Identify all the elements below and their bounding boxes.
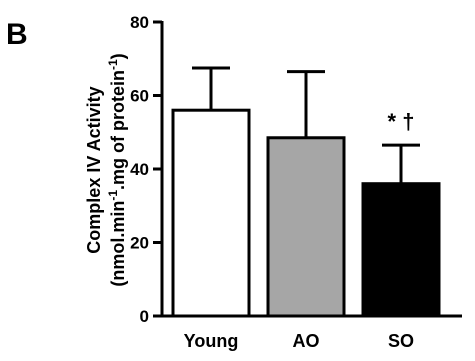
bar-ao xyxy=(266,136,346,318)
y-tick-label: 40 xyxy=(130,160,149,179)
x-tick-label: Young xyxy=(184,331,239,351)
y-tick-label: 20 xyxy=(130,234,149,253)
x-tick-labels: Young AO SO xyxy=(184,331,414,351)
y-axis-unit-part-5: ) xyxy=(108,53,128,59)
significance-label: * † xyxy=(388,109,415,134)
y-axis-title: Complex IV Activity (nmol.min-1.mg of pr… xyxy=(84,53,128,286)
y-ticks: 0 20 40 60 80 xyxy=(130,13,162,326)
y-axis-unit-part-1: (nmol.min xyxy=(108,201,128,287)
x-tick-label: SO xyxy=(388,331,414,351)
error-bars xyxy=(192,66,420,184)
y-axis-unit-part-4: -1 xyxy=(106,59,120,70)
x-tick-label: AO xyxy=(293,331,320,351)
y-axis-title-line2: (nmol.min-1.mg of protein-1) xyxy=(106,53,128,286)
y-tick-label: 60 xyxy=(130,87,149,106)
bar-so xyxy=(361,182,441,318)
significance-labels: * † xyxy=(388,109,415,134)
y-tick-label: 80 xyxy=(130,13,149,32)
panel-label: B xyxy=(6,18,28,51)
y-tick-label: 0 xyxy=(140,307,149,326)
y-axis-unit-part-3: .mg of protein xyxy=(108,70,128,190)
y-axis-unit-part-2: -1 xyxy=(106,190,120,201)
bars xyxy=(171,108,441,318)
y-axis-title-line1: Complex IV Activity xyxy=(84,86,104,253)
bar-young xyxy=(171,108,251,318)
